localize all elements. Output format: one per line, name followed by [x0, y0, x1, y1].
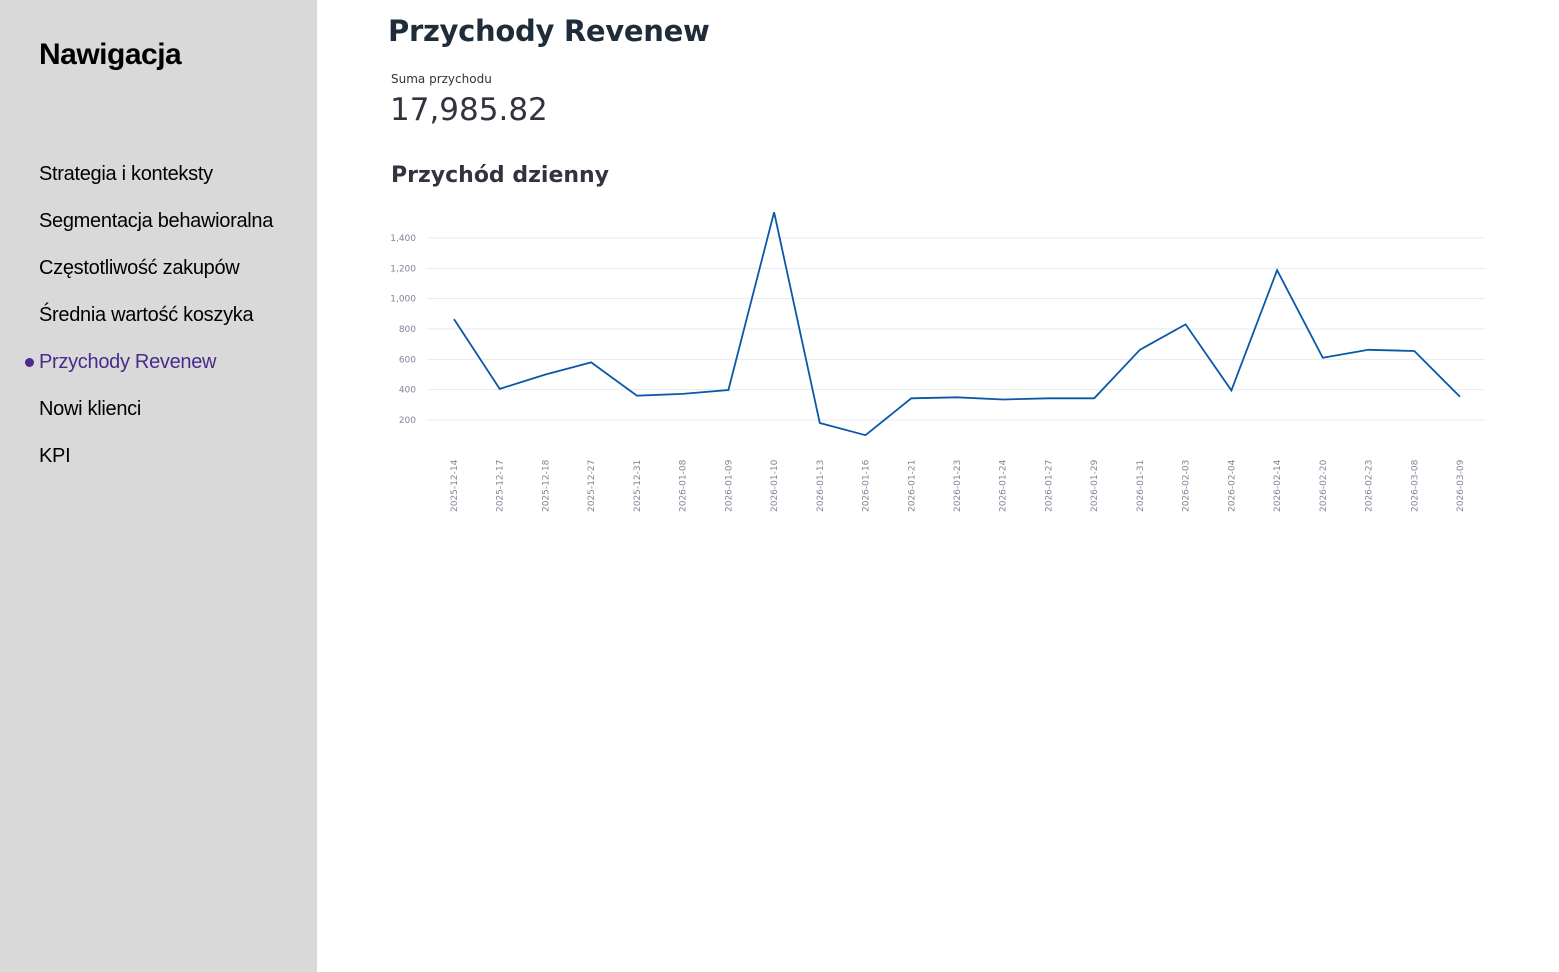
- data-point[interactable]: [768, 206, 780, 218]
- x-tick-label: 2026-01-09: [724, 459, 734, 512]
- active-indicator-icon: [25, 358, 34, 367]
- data-point[interactable]: [951, 391, 963, 403]
- x-tick-label: 2026-01-29: [1090, 459, 1100, 512]
- main-content: Przychody Revenew Suma przychodu 17,985.…: [317, 0, 1559, 972]
- sidebar-item-label: Częstotliwość zakupów: [39, 257, 240, 279]
- sidebar-item-srednia-wartosc[interactable]: Średnia wartość koszyka: [0, 298, 317, 345]
- sidebar-item-label: Nowi klienci: [39, 398, 141, 420]
- data-point[interactable]: [1408, 345, 1420, 357]
- sidebar-item-kpi[interactable]: KPI: [0, 439, 317, 486]
- y-tick-label: 1,400: [390, 234, 416, 244]
- metric-value: 17,985.82: [390, 92, 548, 128]
- x-tick-label: 2026-02-03: [1182, 460, 1192, 512]
- x-tick-label: 2026-01-16: [862, 459, 872, 512]
- x-tick-label: 2026-01-08: [679, 459, 689, 512]
- sidebar-item-czestotliwosc[interactable]: Częstotliwość zakupów: [0, 251, 317, 298]
- x-tick-label: 2026-03-09: [1456, 459, 1466, 512]
- data-point[interactable]: [494, 383, 506, 395]
- y-tick-label: 800: [399, 325, 416, 335]
- sidebar-item-label: Przychody Revenew: [39, 351, 217, 373]
- revenue-line-chart[interactable]: 200 400 600 800 1,000 1,200 1,400 2025-12-14 202…: [317, 0, 1559, 560]
- x-tick-label: 2026-02-14: [1273, 459, 1283, 512]
- y-tick-label: 200: [399, 416, 416, 426]
- y-tick-label: 400: [399, 386, 416, 396]
- data-point[interactable]: [905, 392, 917, 404]
- x-tick-label: 2026-03-08: [1410, 459, 1420, 512]
- metric-label: Suma przychodu: [391, 72, 492, 86]
- sidebar-item-label: Segmentacja behawioralna: [39, 210, 274, 232]
- x-tick-label: 2026-01-13: [816, 460, 826, 512]
- x-tick-label: 2026-02-04: [1227, 459, 1237, 512]
- page-title: Przychody Revenew: [388, 14, 710, 48]
- x-tick-label: 2026-02-23: [1365, 460, 1375, 512]
- x-tick-label: 2025-12-27: [587, 460, 597, 512]
- x-tick-label: 2025-12-17: [496, 460, 506, 512]
- sidebar-item-strategia[interactable]: Strategia i konteksty: [0, 157, 317, 204]
- sidebar-title: Nawigacja: [39, 38, 182, 71]
- data-point[interactable]: [722, 384, 734, 396]
- data-point[interactable]: [1180, 318, 1192, 330]
- sidebar-item-przychody[interactable]: Przychody Revenew: [0, 345, 317, 392]
- data-point[interactable]: [539, 369, 551, 381]
- x-tick-label: 2026-01-23: [953, 460, 963, 512]
- y-tick-label: 600: [399, 355, 416, 365]
- data-point[interactable]: [1042, 392, 1054, 404]
- sidebar-item-label: Średnia wartość koszyka: [39, 304, 254, 326]
- data-point[interactable]: [1454, 391, 1466, 403]
- data-point[interactable]: [814, 417, 826, 429]
- data-point[interactable]: [1363, 344, 1375, 356]
- x-tick-label: 2026-01-27: [1044, 460, 1054, 512]
- sidebar-item-nowi-klienci[interactable]: Nowi klienci: [0, 392, 317, 439]
- data-point[interactable]: [1088, 392, 1100, 404]
- data-point[interactable]: [631, 390, 643, 402]
- sidebar-item-segmentacja[interactable]: Segmentacja behawioralna: [0, 204, 317, 251]
- x-tick-label: 2026-02-20: [1319, 459, 1329, 512]
- data-point[interactable]: [997, 394, 1009, 406]
- data-point[interactable]: [677, 388, 689, 400]
- y-tick-label: 1,200: [390, 264, 416, 274]
- x-tick-label: 2026-01-24: [999, 459, 1009, 512]
- data-point[interactable]: [860, 429, 872, 441]
- x-tick-label: 2025-12-14: [450, 459, 460, 512]
- data-point[interactable]: [1134, 344, 1146, 356]
- sidebar-item-label: Strategia i konteksty: [39, 163, 213, 185]
- x-tick-label: 2026-01-10: [770, 459, 780, 512]
- data-point[interactable]: [1225, 384, 1237, 396]
- sidebar-item-label: KPI: [39, 445, 71, 467]
- data-point[interactable]: [448, 313, 460, 325]
- x-tick-label: 2025-12-31: [633, 460, 643, 512]
- data-point[interactable]: [585, 356, 597, 368]
- data-point[interactable]: [1317, 352, 1329, 364]
- data-point[interactable]: [1271, 264, 1283, 276]
- sidebar-nav: Strategia i konteksty Segmentacja behawi…: [0, 157, 317, 486]
- x-tick-label: 2025-12-18: [541, 459, 551, 512]
- x-tick-label: 2026-01-21: [907, 460, 917, 512]
- y-tick-label: 1,000: [390, 295, 416, 305]
- x-tick-label: 2026-01-31: [1136, 460, 1146, 512]
- chart-title: Przychód dzienny: [391, 163, 610, 188]
- sidebar: Nawigacja Strategia i konteksty Segmenta…: [0, 0, 317, 972]
- series-line: [453, 211, 1461, 437]
